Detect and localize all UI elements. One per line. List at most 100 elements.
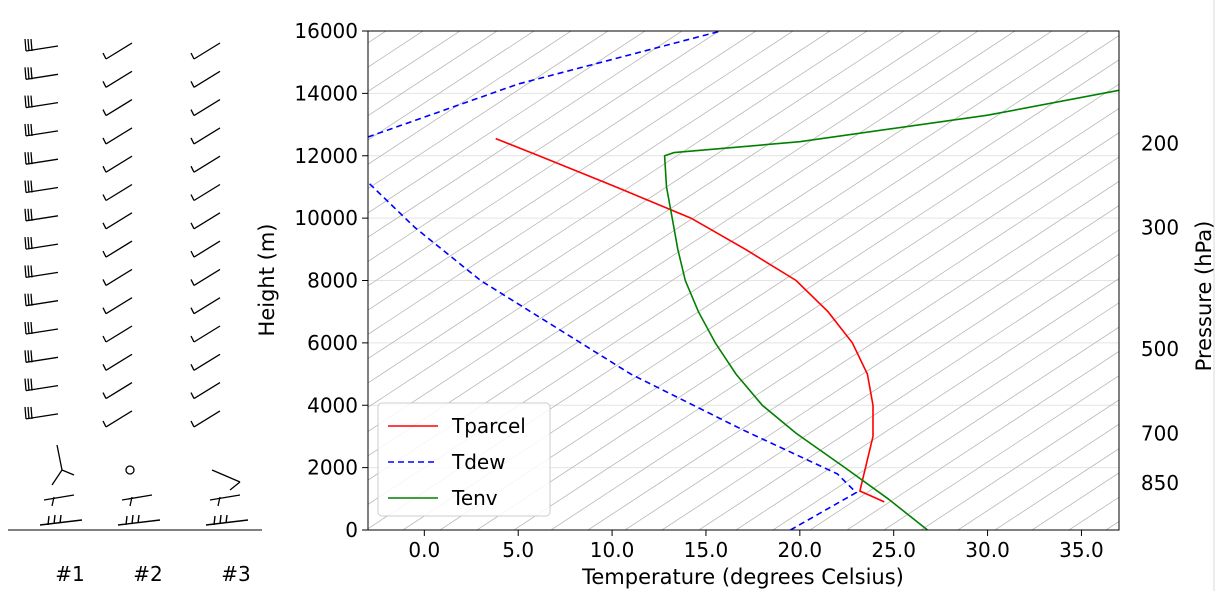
x-tick-label: 15.0 [684, 538, 729, 562]
wind-barb-flag [102, 392, 107, 399]
wind-barb-flag [102, 364, 107, 371]
wind-barb-staff [193, 99, 221, 117]
chart-grid [0, 31, 1119, 530]
wind-barb-staff [105, 297, 133, 315]
wind-barb-panel: #1 #2 #3 [8, 38, 262, 586]
wind-barb-staff [105, 183, 133, 202]
wind-barb-flag [24, 180, 27, 193]
wind-barb-flag [24, 293, 27, 306]
wind-barb-flag [190, 307, 195, 314]
pressure-tick-label: 300 [1141, 215, 1179, 239]
wind-barb-flag [24, 406, 27, 419]
wind-barb-flag [102, 250, 107, 258]
wind-barb-surface [39, 514, 83, 526]
wind-barb-surface [117, 514, 161, 526]
wind-barb-flag [190, 81, 195, 88]
wind-barb-flag [27, 152, 30, 165]
y-tick-label: 4000 [307, 393, 358, 417]
wind-barb-flag [27, 95, 30, 108]
isotherm-line [513, 132, 1119, 530]
pressure-tick-label: 850 [1141, 471, 1179, 495]
isotherm-line [883, 375, 1119, 530]
pressure-tick-label: 500 [1141, 337, 1179, 361]
wind-barb-flag [27, 265, 30, 278]
wind-barb-staff [193, 127, 221, 145]
wind-barb-staff [25, 215, 59, 222]
wind-barb-flag [27, 38, 30, 52]
wind-barb-flag [24, 265, 27, 278]
wind-barb-flag [190, 137, 195, 145]
chart-series [368, 31, 1119, 530]
isotherm-line [476, 107, 1119, 530]
isotherm-line [368, 31, 572, 165]
isotherm-line [368, 31, 979, 432]
y-tick-label: 14000 [294, 81, 358, 105]
y-tick-label: 2000 [307, 456, 358, 480]
wind-barb-flag [102, 307, 107, 314]
y-axis-ticks: 0 2000 4000 6000 8000 10000 12000 14000 16000 [294, 19, 368, 542]
calm-wind-marker [125, 465, 135, 475]
pressure-tick-label: 200 [1141, 131, 1179, 155]
isotherm-line [0, 31, 349, 530]
isotherm-line [957, 423, 1119, 530]
wind-barb-flag [24, 350, 27, 363]
y-tick-label: 12000 [294, 144, 358, 168]
series-line-tdew [368, 31, 722, 138]
wind-barb-lowlevel [121, 494, 153, 507]
wind-barb-lowlevel [43, 494, 75, 507]
wind-barb-flag [190, 52, 195, 60]
wind-barb-flag [30, 406, 33, 419]
wind-barb-staff [25, 300, 59, 307]
wind-barb-flag [102, 420, 107, 428]
isotherm-line [368, 31, 868, 360]
wind-barb-flag [27, 378, 30, 391]
wind-barb-staff [193, 42, 221, 60]
isotherm-line [368, 31, 498, 117]
wind-barb-staff [105, 410, 133, 428]
y-tick-label: 16000 [294, 19, 358, 43]
wind-barb-staff [105, 325, 133, 343]
wind-barb-flag [102, 335, 107, 343]
legend-label-tdew: Tdew [451, 450, 506, 474]
wind-barb-staff [25, 413, 59, 420]
x-tick-label: 5.0 [502, 538, 534, 562]
chart-legend: Tparcel Tdew Tenv [377, 402, 551, 517]
wind-barb-staff [105, 240, 133, 258]
isotherm-line [661, 229, 1119, 530]
barb-column-label: #3 [221, 562, 250, 586]
wind-barb-flag [190, 250, 195, 258]
wind-barb-flag [30, 265, 33, 278]
x-axis-ticks: 0.0 5.0 10.0 15.0 20.0 25.0 30.0 35.0 [408, 530, 1104, 562]
wind-barb-staff [105, 42, 133, 60]
wind-barb-flag [27, 208, 30, 221]
series-line-tdew [368, 181, 858, 530]
isotherm-line [368, 31, 831, 335]
isotherm-line [587, 180, 1119, 530]
wind-barb-staff [105, 70, 133, 88]
wind-barb-flag [27, 123, 30, 136]
wind-barb-surface [205, 514, 249, 526]
isotherm-line [368, 31, 646, 214]
wind-barb-flag [30, 67, 33, 80]
wind-barb-staff [25, 130, 59, 137]
isotherm-line [368, 31, 757, 287]
x-tick-label: 20.0 [778, 538, 823, 562]
wind-barb-flag [190, 335, 195, 343]
wind-barb-flag [30, 180, 33, 193]
isotherm-line [772, 302, 1119, 530]
wind-barb-flag [30, 208, 33, 221]
wind-barb-staff [193, 155, 221, 173]
isotherm-line [368, 31, 942, 408]
legend-frame [377, 402, 551, 517]
wind-barb-flag [24, 208, 27, 221]
wind-barb-flag [102, 222, 107, 230]
wind-barb-staff [25, 356, 59, 363]
wind-barb-flag [190, 279, 195, 286]
wind-barb-staff [25, 158, 59, 165]
wind-barb-staff [25, 73, 59, 80]
wind-barb-flag [27, 293, 30, 306]
wind-barb-flag [30, 378, 33, 391]
wind-barb-staff [105, 155, 133, 173]
wind-barb-flag [30, 123, 33, 136]
